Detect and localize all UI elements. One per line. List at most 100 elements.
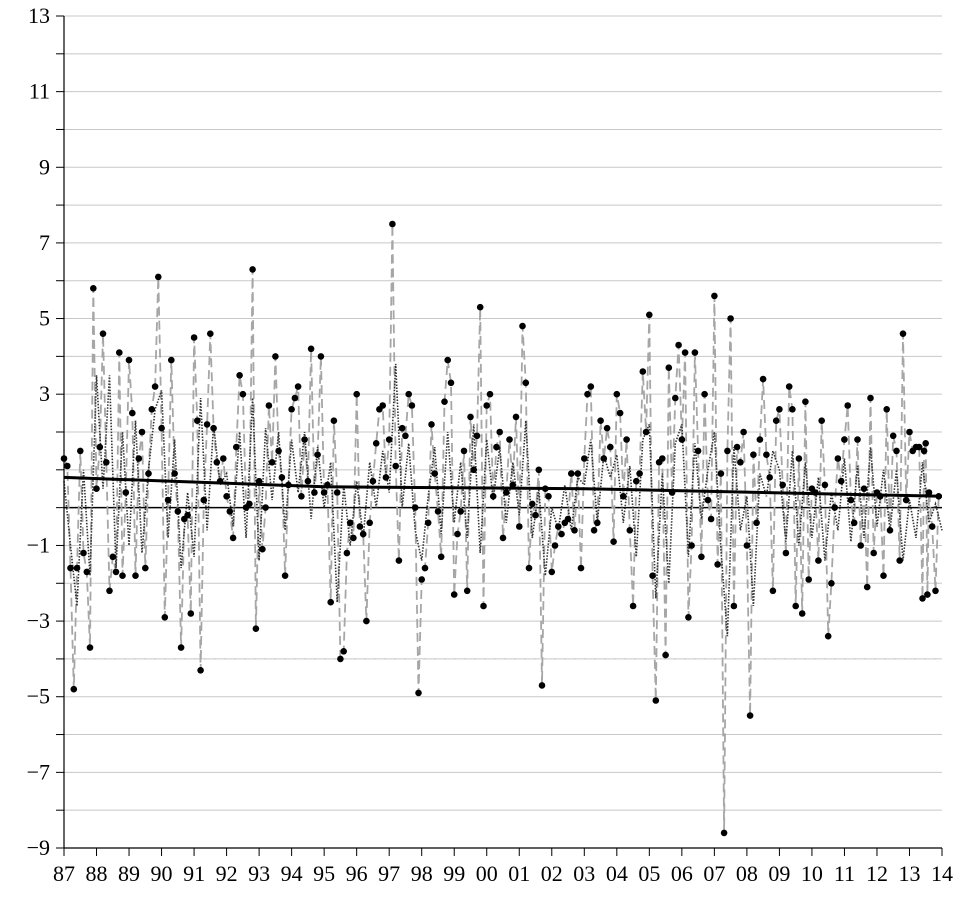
data-point [311, 489, 318, 496]
y-tick-label: 5 [39, 306, 50, 331]
data-point [662, 651, 669, 659]
data-point [545, 493, 552, 500]
data-point [714, 561, 721, 568]
data-point [171, 470, 178, 477]
data-point [678, 436, 686, 443]
data-point [382, 474, 390, 481]
x-tick-label: 98 [411, 861, 433, 886]
x-tick-label: 14 [931, 861, 953, 886]
data-point [841, 436, 848, 443]
data-point [834, 455, 842, 462]
data-point [327, 598, 335, 606]
data-point [724, 447, 731, 455]
data-point [77, 447, 84, 455]
y-tick-label: 13 [28, 3, 50, 28]
data-point [70, 685, 78, 693]
x-tick-label: 88 [86, 861, 108, 886]
series-line-0 [63, 223, 940, 833]
data-point [122, 489, 130, 496]
data-point [587, 383, 595, 390]
data-point [737, 459, 744, 466]
data-point [210, 424, 217, 432]
data-point [805, 576, 812, 583]
data-point [646, 311, 653, 319]
x-tick-label: 07 [703, 861, 725, 886]
data-point [249, 266, 256, 273]
data-point [577, 564, 585, 572]
data-point [294, 383, 302, 390]
data-point [359, 530, 367, 538]
x-tick-label: 91 [183, 861, 205, 886]
data-point [779, 481, 786, 489]
data-point [906, 428, 913, 436]
data-point [828, 580, 835, 587]
data-point [236, 372, 243, 379]
axes [56, 15, 943, 856]
y-tick-label: −1 [27, 532, 50, 557]
data-point [802, 398, 809, 406]
trend-line [63, 475, 943, 498]
data-point [177, 644, 185, 651]
data-point [922, 440, 929, 447]
data-point [395, 557, 403, 564]
data-point [516, 523, 523, 530]
data-point [564, 515, 572, 523]
y-tick-label: −7 [27, 759, 50, 784]
data-point [837, 477, 845, 485]
data-point [320, 489, 328, 496]
data-point [125, 356, 133, 364]
data-point [379, 402, 387, 409]
data-point [457, 508, 465, 515]
data-point [824, 632, 832, 640]
data-point [633, 477, 640, 485]
x-axis-tick-labels: 87 88 89 90 91 92 93 94 95 96 97 98 99 00 01 02 03 04 05 06… [53, 861, 953, 886]
data-point [597, 417, 604, 425]
data-point [847, 496, 855, 504]
data-point [473, 432, 481, 440]
data-point [298, 493, 305, 500]
data-point [317, 353, 325, 360]
data-point [145, 470, 152, 477]
data-point [698, 553, 705, 561]
data-point [581, 455, 588, 462]
data-point [821, 481, 829, 489]
data-point [369, 477, 377, 485]
data-point [275, 447, 282, 455]
data-point [850, 519, 858, 527]
data-point [164, 496, 172, 504]
data-point [340, 648, 348, 655]
data-point [301, 436, 308, 443]
data-point [691, 349, 699, 356]
data-point [350, 534, 357, 542]
y-tick-label: 7 [39, 230, 50, 255]
data-point [262, 504, 269, 511]
data-point [831, 504, 838, 511]
data-point [418, 576, 426, 583]
data-point [584, 390, 591, 398]
x-tick-label: 87 [53, 861, 75, 886]
data-point [454, 530, 461, 538]
data-point [281, 572, 289, 579]
data-point [769, 587, 777, 595]
series-layer [60, 220, 943, 837]
data-point [460, 447, 468, 455]
data-point [220, 455, 227, 462]
data-point [99, 330, 107, 338]
y-axis-tick-labels: 13 11 9 7 5 3 −1 −3 −5 −7 −9 [27, 3, 50, 860]
data-point [190, 334, 198, 341]
data-point [434, 508, 442, 515]
data-point [155, 273, 162, 281]
data-point [168, 356, 175, 364]
data-point [512, 413, 520, 421]
data-point [385, 436, 393, 443]
data-point [447, 379, 455, 387]
data-point [753, 519, 760, 527]
data-point [135, 455, 143, 462]
data-point [268, 459, 276, 466]
series-line-1 [63, 363, 943, 637]
data-point [665, 364, 673, 372]
data-point [64, 462, 71, 470]
data-point [255, 477, 263, 485]
data-point [106, 587, 113, 595]
data-point [919, 595, 926, 602]
